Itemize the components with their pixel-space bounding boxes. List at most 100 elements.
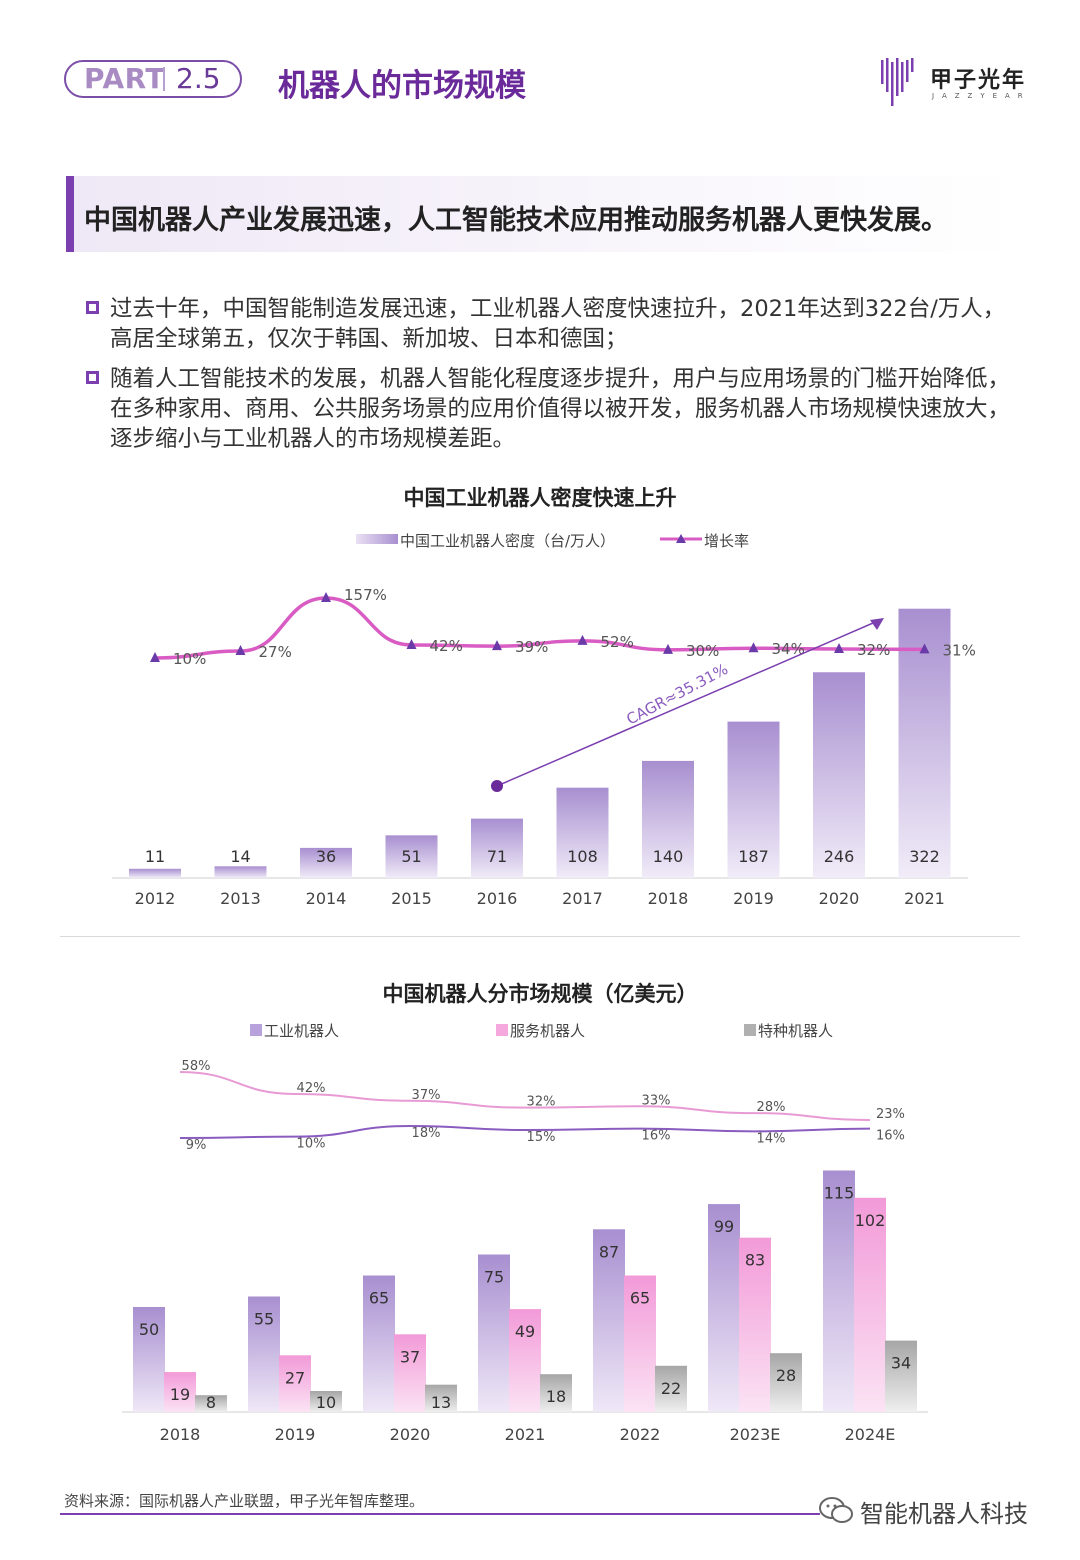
chart2-x-tick: 2018 (160, 1425, 201, 1444)
chart1-x-tick: 2017 (562, 889, 603, 908)
chart1-legend-bar-swatch (356, 532, 398, 546)
chart2-x-tick: 2024E (845, 1425, 896, 1444)
chart2-bar-value: 50 (139, 1320, 159, 1339)
chart2-bar-value: 55 (254, 1310, 274, 1329)
chart2-bar-value: 75 (484, 1268, 504, 1287)
bullet-1: 过去十年，中国智能制造发展迅速，工业机器人密度快速拉升，2021年达到322台/… (110, 294, 1070, 354)
chart2-service-growth-label: 32% (527, 1095, 556, 1110)
chart2-bar-value: 22 (661, 1379, 681, 1398)
wechat-account-name: 智能机器人科技 (860, 1494, 1028, 1529)
chart2-bar-value: 28 (776, 1366, 796, 1385)
source-note: 资料来源：国际机器人产业联盟，甲子光年智库整理。 (64, 1490, 424, 1511)
chart2-bar-value: 18 (546, 1387, 566, 1406)
chart1-bar-value: 140 (653, 847, 684, 866)
chart2-bar-value: 10 (316, 1393, 336, 1412)
chart2-x-tick: 2021 (505, 1425, 546, 1444)
chart2-bar-value: 65 (630, 1289, 650, 1308)
chart1-bar-value: 71 (487, 847, 507, 866)
wechat-icon (818, 1496, 854, 1526)
chart2-bar-value: 27 (285, 1368, 305, 1387)
chart1-bar-value: 322 (909, 847, 940, 866)
chart1-growth-label: 157% (344, 586, 387, 604)
headline: 中国机器人产业发展迅速，人工智能技术应用推动服务机器人更快发展。 (84, 198, 948, 237)
section-divider (60, 936, 1020, 937)
part-label: PART (84, 62, 165, 95)
chart1-bar-value: 108 (567, 847, 598, 866)
chart2-bar-value: 13 (431, 1393, 451, 1412)
chart1-bar-value: 51 (401, 847, 421, 866)
chart2-legend-service-label: 服务机器人 (510, 1020, 585, 1041)
part-separator (163, 67, 165, 91)
chart1-legend-line-swatch (660, 532, 702, 546)
chart2-plot: 58% 42% 37% 32% 33% 28% 23% 9% 10% 18% 15% 16% 14% 16… (0, 1050, 1080, 1450)
bullet-1-line-2: 高居全球第五，仅次于韩国、新加坡、日本和德国； (110, 324, 1070, 354)
chart2-bar-value: 87 (599, 1242, 619, 1261)
chart2-x-tick: 2020 (390, 1425, 431, 1444)
chart1-x-tick: 2014 (306, 889, 347, 908)
bullet-square-icon (86, 371, 99, 384)
brand-logo-icon (880, 56, 918, 108)
chart2-legend-industrial-label: 工业机器人 (264, 1020, 339, 1041)
chart2-bar-value: 115 (824, 1184, 855, 1203)
chart1-growth-label: 42% (430, 637, 463, 655)
chart1-cagr-start-dot (491, 780, 503, 792)
chart1-title: 中国工业机器人密度快速上升 (0, 482, 1080, 512)
chart2-industrial-growth-label: 9% (186, 1138, 207, 1153)
bullet-2-line-1: 随着人工智能技术的发展，机器人智能化程度逐步提升，用户与应用场景的门槛开始降低， (110, 364, 1070, 394)
chart1-growth-label: 31% (943, 641, 976, 659)
headline-accent-bar (66, 176, 74, 252)
chart1-growth-label: 27% (259, 643, 292, 661)
chart1-bar (129, 869, 181, 878)
chart2-x-tick: 2022 (620, 1425, 661, 1444)
chart1-x-tick: 2012 (135, 889, 176, 908)
chart2-bar-value: 99 (714, 1217, 734, 1236)
chart1-growth-label: 39% (515, 638, 548, 656)
chart2-bar-value: 49 (515, 1322, 535, 1341)
chart2-bar-value: 19 (170, 1385, 190, 1404)
chart1-x-tick: 2018 (648, 889, 689, 908)
chart2-bar-value: 37 (400, 1347, 420, 1366)
chart1-growth-label: 30% (686, 642, 719, 660)
chart1-growth-label: 52% (601, 633, 634, 651)
chart2-service-growth-label: 23% (876, 1107, 905, 1122)
chart2-industrial-growth-label: 18% (412, 1126, 441, 1141)
chart2-bar-special (885, 1341, 917, 1412)
bullet-2: 随着人工智能技术的发展，机器人智能化程度逐步提升，用户与应用场景的门槛开始降低，… (110, 364, 1070, 454)
chart2-bar-service (854, 1198, 886, 1412)
part-number: 2.5 (176, 62, 221, 95)
chart2-service-growth-label: 42% (297, 1081, 326, 1096)
bullet-square-icon (86, 301, 99, 314)
chart2-bar-value: 83 (745, 1251, 765, 1270)
chart1-x-tick: 2019 (733, 889, 774, 908)
chart2-bar-value: 102 (855, 1211, 886, 1230)
chart2-legend-industrial-swatch (250, 1024, 262, 1036)
bullet-2-line-2: 在多种家用、商用、公共服务场景的应用价值得以被开发，服务机器人市场规模快速放大， (110, 394, 1070, 424)
chart2-bar-value: 8 (206, 1393, 216, 1412)
chart1-x-tick: 2020 (819, 889, 860, 908)
bullet-1-line-1: 过去十年，中国智能制造发展迅速，工业机器人密度快速拉升，2021年达到322台/… (110, 294, 1070, 324)
chart1-x-tick: 2016 (477, 889, 518, 908)
chart1-x-tick: 2015 (391, 889, 432, 908)
chart2-industrial-growth-label: 16% (642, 1129, 671, 1144)
chart1-cagr-annotation: CAGR≈35.31% (623, 660, 731, 729)
chart1-bar-value: 187 (738, 847, 769, 866)
chart1-growth-label: 10% (173, 650, 206, 668)
chart2-x-tick: 2023E (730, 1425, 781, 1444)
chart2-industrial-growth-label: 15% (527, 1130, 556, 1145)
bullet-2-line-3: 逐步缩小与工业机器人的市场规模差距。 (110, 424, 1070, 454)
chart2-industrial-growth-label: 16% (876, 1129, 905, 1144)
chart2-industrial-growth-label: 14% (757, 1131, 786, 1146)
brand-subtitle: JAZZYEAR (932, 92, 1031, 100)
chart2-service-growth-label: 37% (412, 1088, 441, 1103)
chart1-bar-value: 246 (824, 847, 855, 866)
page-title: 机器人的市场规模 (278, 60, 526, 105)
chart1-legend-bar-label: 中国工业机器人密度（台/万人） (400, 530, 615, 551)
chart2-legend-special-swatch (744, 1024, 756, 1036)
chart2-legend-service-swatch (496, 1024, 508, 1036)
chart1-growth-label: 32% (857, 641, 890, 659)
footer-line (60, 1513, 820, 1515)
chart2-service-growth-label: 33% (642, 1093, 671, 1108)
chart2-legend-special-label: 特种机器人 (758, 1020, 833, 1041)
chart1-x-tick: 2013 (220, 889, 261, 908)
chart1-bar (215, 866, 267, 878)
